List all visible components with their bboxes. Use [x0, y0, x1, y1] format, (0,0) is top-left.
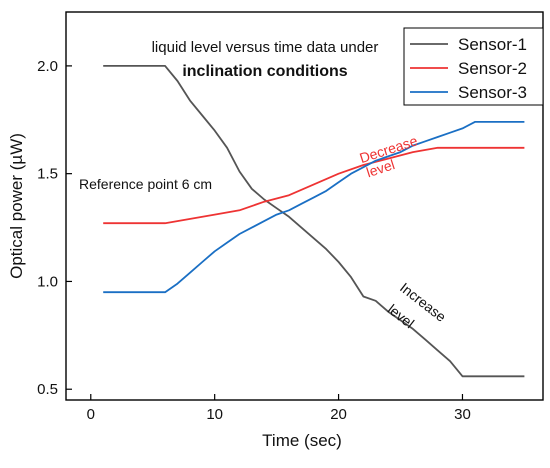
x-tick-label: 30 [454, 406, 471, 423]
x-tick-label: 10 [206, 406, 223, 423]
series-line-sensor-1 [103, 65, 525, 378]
annotation-title-line1: liquid level versus time data under [152, 39, 379, 56]
annotation-reference: Reference point 6 cm [79, 176, 212, 192]
y-axis-title: Optical power (µW) [7, 133, 26, 279]
legend-label-sensor-1: Sensor-1 [458, 35, 527, 54]
x-tick-label: 0 [87, 406, 95, 423]
y-tick-label: 0.5 [37, 381, 58, 398]
legend-items: Sensor-1 Sensor-2 Sensor-3 [410, 35, 527, 102]
y-tick-label: 2.0 [37, 58, 58, 75]
legend: Sensor-1 Sensor-2 Sensor-3 [403, 27, 544, 106]
plot-frame [65, 11, 544, 401]
annotation-increase-level: level [385, 301, 418, 331]
y-tick-label: 1.5 [37, 166, 58, 183]
annotation-title-line2: inclination conditions [182, 63, 347, 80]
series-line-sensor-3 [103, 121, 525, 294]
legend-label-sensor-3: Sensor-3 [458, 83, 527, 102]
legend-label-sensor-2: Sensor-2 [458, 59, 527, 78]
y-tick-label: 1.0 [37, 273, 58, 290]
x-tick-label: 20 [330, 406, 347, 423]
axis-ticks: 0 10 20 30 0.5 1.0 1.5 2.0 [37, 58, 471, 423]
series-lines [103, 65, 525, 378]
series-line-sensor-2 [103, 146, 525, 225]
x-axis-title: Time (sec) [262, 431, 342, 450]
